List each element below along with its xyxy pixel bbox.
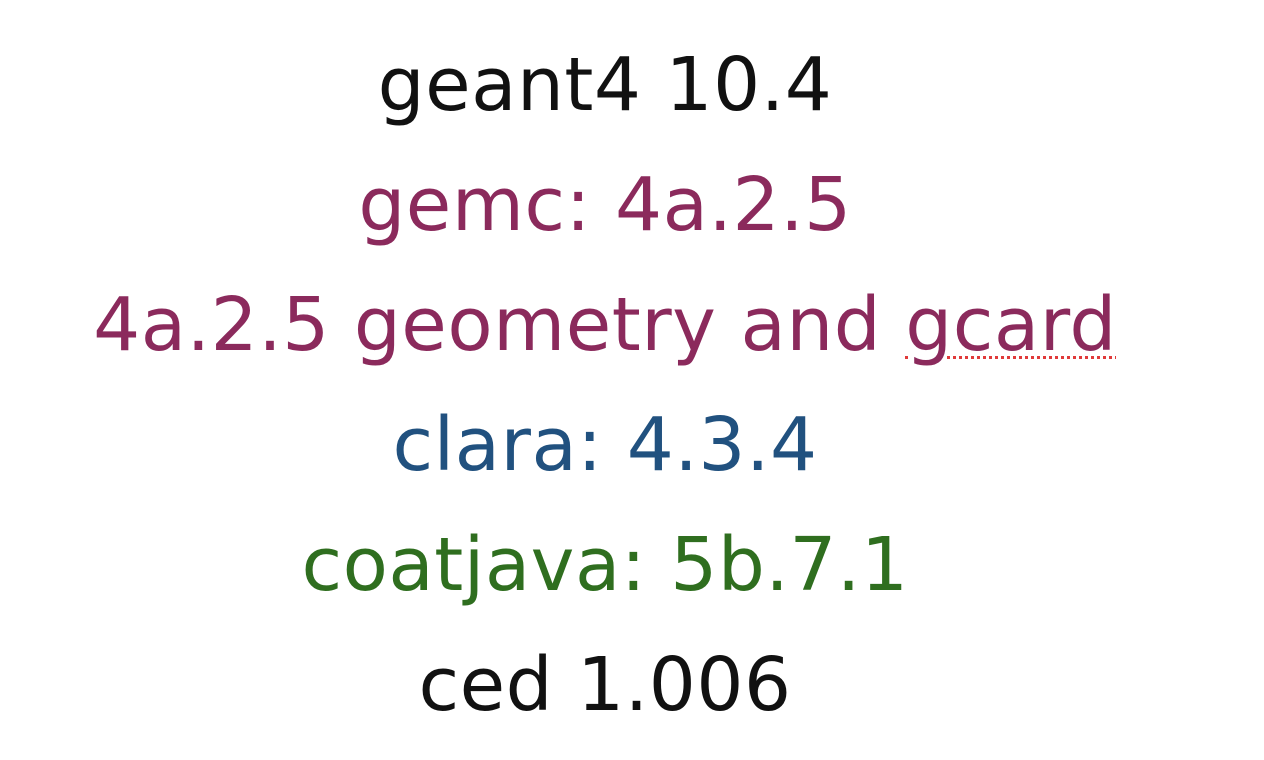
spellcheck-flagged-word: gcard [905,282,1117,368]
geant4-version-line: geant4 10.4 [377,42,833,128]
ced-version-line: ced 1.006 [418,642,792,728]
geometry-gcard-text: 4a.2.5 geometry and [93,282,906,368]
clara-version-line: clara: 4.3.4 [392,402,818,488]
gemc-version-line: gemc: 4a.2.5 [358,162,852,248]
coatjava-version-line: coatjava: 5b.7.1 [301,522,909,608]
geometry-gcard-line: 4a.2.5 geometry and gcard [0,288,1210,362]
